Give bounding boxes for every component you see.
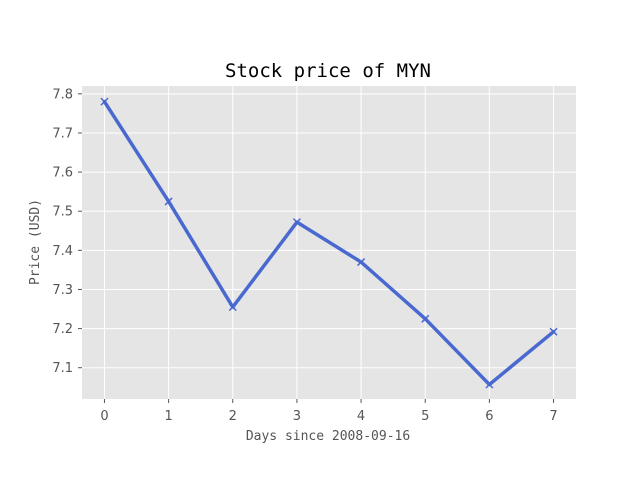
y-axis-label: Price (USD) (28, 199, 43, 285)
x-tick-label: 3 (293, 409, 301, 424)
data-point-marker (164, 197, 173, 206)
x-tick-label: 7 (549, 409, 557, 424)
y-tick-label: 7.3 (52, 283, 73, 298)
y-tick-label: 7.7 (52, 126, 73, 141)
x-axis-ticks: 0 1 2 3 4 5 6 7 (100, 399, 558, 424)
x-tick-label: 0 (100, 409, 108, 424)
y-axis-ticks: 7.1 7.2 7.3 7.4 7.5 7.6 7.7 7.8 (52, 87, 82, 376)
x-tick-label: 6 (485, 409, 493, 424)
series-group (100, 97, 558, 389)
price-line (102, 99, 556, 387)
x-tick-label: 5 (421, 409, 429, 424)
x-tick-label: 1 (164, 409, 172, 424)
data-point-marker (549, 327, 558, 336)
y-tick-label: 7.1 (52, 361, 73, 376)
x-tick-label: 2 (229, 409, 237, 424)
y-tick-label: 7.5 (52, 205, 73, 220)
data-point-marker (421, 314, 430, 323)
data-point-marker (485, 380, 494, 389)
y-tick-label: 7.6 (52, 166, 73, 181)
y-tick-label: 7.2 (52, 322, 73, 337)
x-axis-label: Days since 2008-09-16 (246, 429, 410, 444)
grid-lines (82, 86, 576, 399)
chart-title: Stock price of MYN (225, 60, 431, 82)
data-point-marker (292, 218, 301, 227)
y-tick-label: 7.8 (52, 87, 73, 102)
data-point-marker (228, 303, 237, 312)
y-tick-label: 7.4 (52, 244, 73, 259)
x-tick-label: 4 (357, 409, 365, 424)
data-point-marker (357, 258, 366, 267)
data-point-marker (100, 97, 109, 106)
